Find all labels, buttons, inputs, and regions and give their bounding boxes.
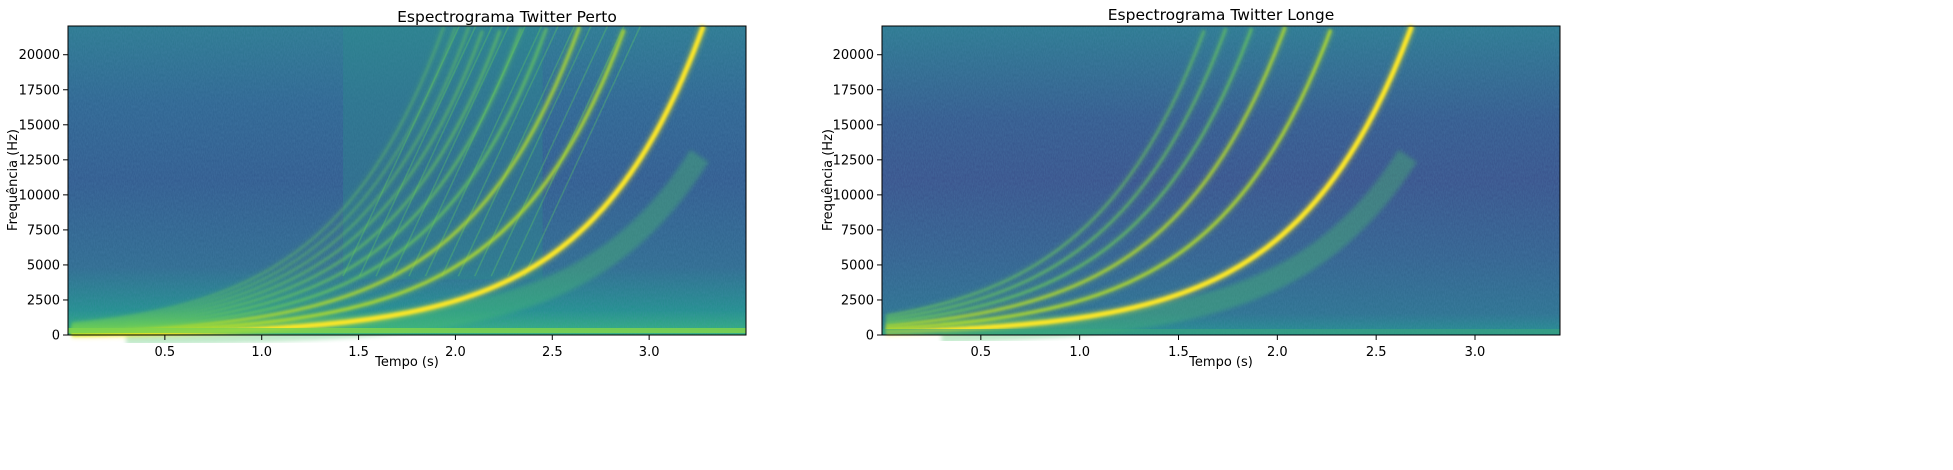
x-axis-ticks: 0.5 1.0 1.5 2.0 2.5 3.0 <box>155 335 660 360</box>
plot-area <box>882 24 1560 343</box>
y-tick-label: 17500 <box>833 83 874 98</box>
chirp-harmonic <box>886 25 1414 335</box>
y-axis-ticks: 0 2500 5000 7500 10000 12500 15000 17500 20000 <box>19 48 68 344</box>
x-tick-label: 1.0 <box>1069 345 1090 360</box>
y-tick-label: 12500 <box>19 153 60 168</box>
y-tick-label: 12500 <box>833 153 874 168</box>
plot-frame <box>881 25 1561 336</box>
y-tick-label: 5000 <box>27 258 60 273</box>
spectrogram-panel-near: Espectrograma Twitter Perto 0.5 1.0 1.5 2.0… <box>6 8 747 370</box>
chirp-harmonic <box>885 26 1287 327</box>
y-tick-label: 10000 <box>19 188 60 203</box>
aliased-harmonic <box>490 25 609 277</box>
x-axis-label: Tempo (s) <box>1188 355 1253 370</box>
y-tick-label: 15000 <box>833 118 874 133</box>
plot-frame <box>67 25 747 336</box>
y-tick-label: 0 <box>52 329 60 344</box>
aliased-harmonic <box>523 25 642 277</box>
y-tick-label: 7500 <box>841 223 874 238</box>
x-tick-label: 0.5 <box>970 345 991 360</box>
low-frequency-band <box>68 328 746 333</box>
chirp-harmonic <box>885 29 1333 331</box>
y-tick-label: 20000 <box>19 48 60 63</box>
x-tick-label: 3.0 <box>1465 345 1486 360</box>
aliased-harmonic <box>457 25 576 277</box>
x-tick-label: 1.0 <box>251 345 272 360</box>
x-tick-label: 1.5 <box>1168 345 1189 360</box>
y-tick-label: 10000 <box>833 188 874 203</box>
x-axis-label: Tempo (s) <box>374 355 439 370</box>
aliased-harmonic <box>424 25 543 277</box>
x-tick-label: 2.5 <box>542 345 563 360</box>
chirp-lines <box>885 24 1417 343</box>
chirp-harmonic <box>885 30 1206 317</box>
x-tick-label: 3.0 <box>639 345 660 360</box>
chirp-lines <box>71 24 709 345</box>
chart-title: Espectrograma Twitter Longe <box>1108 6 1335 24</box>
y-tick-label: 0 <box>866 329 874 344</box>
chirp-harmonic <box>71 26 445 325</box>
y-tick-label: 5000 <box>841 258 874 273</box>
y-tick-label: 2500 <box>841 293 874 308</box>
x-tick-label: 2.5 <box>1366 345 1387 360</box>
chirp-harmonic <box>885 27 1227 321</box>
y-tick-label: 2500 <box>27 293 60 308</box>
aliased-harmonic <box>441 25 559 277</box>
x-tick-label: 0.5 <box>155 345 176 360</box>
y-tick-label: 15000 <box>19 118 60 133</box>
low-frequency-band <box>882 329 1560 334</box>
x-tick-label: 2.0 <box>1267 345 1288 360</box>
x-tick-label: 1.5 <box>348 345 369 360</box>
x-axis-ticks: 0.5 1.0 1.5 2.0 2.5 3.0 <box>970 335 1485 360</box>
y-tick-label: 20000 <box>833 48 874 63</box>
y-tick-label: 17500 <box>19 83 60 98</box>
aliased-harmonic <box>391 25 510 277</box>
y-tick-label: 7500 <box>27 223 60 238</box>
chirp-harmonic <box>885 27 1253 324</box>
y-axis-label: Frequência (Hz) <box>6 129 21 231</box>
x-tick-label: 2.0 <box>445 345 466 360</box>
chart-title: Espectrograma Twitter Perto <box>397 8 617 26</box>
spectrogram-panel-far: Espectrograma Twitter Longe 0.5 1.0 1.5 2.0… <box>821 6 1561 370</box>
y-axis-ticks: 0 2500 5000 7500 10000 12500 15000 17500 20000 <box>833 48 882 344</box>
plot-area <box>68 24 746 345</box>
y-axis-label: Frequência (Hz) <box>821 129 836 231</box>
